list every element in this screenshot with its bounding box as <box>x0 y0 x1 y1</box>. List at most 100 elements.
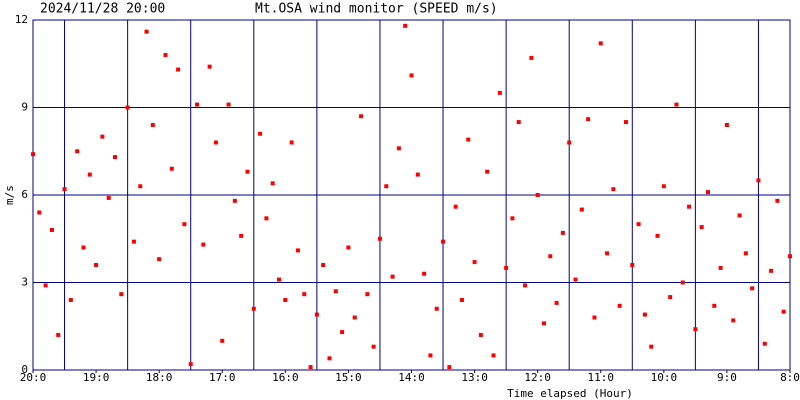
point <box>466 137 471 142</box>
point <box>113 155 118 160</box>
point <box>94 263 99 267</box>
point <box>428 353 433 358</box>
point <box>441 239 446 244</box>
point <box>731 318 736 323</box>
point <box>377 236 382 241</box>
point <box>43 283 48 288</box>
point <box>668 295 673 300</box>
point <box>529 55 534 60</box>
point <box>617 303 622 308</box>
y-tick-label: 9 <box>21 101 28 114</box>
point <box>352 315 357 320</box>
point <box>220 338 225 343</box>
point <box>176 67 181 72</box>
point <box>333 289 338 294</box>
point <box>687 204 692 209</box>
point <box>642 312 647 317</box>
point <box>750 286 755 291</box>
point <box>724 123 729 127</box>
point <box>327 356 332 361</box>
point <box>756 178 761 183</box>
x-tick-label: 8:0 <box>780 371 800 384</box>
point <box>150 123 155 127</box>
point <box>775 198 780 203</box>
x-tick-label: 17:0 <box>209 371 236 384</box>
x-tick-label: 18:0 <box>146 371 173 384</box>
point <box>611 187 616 192</box>
point <box>302 292 307 297</box>
point <box>497 90 502 95</box>
point <box>712 303 717 308</box>
point <box>523 283 528 288</box>
point <box>138 184 143 189</box>
point <box>56 333 61 337</box>
point <box>106 195 111 200</box>
y-tick-label: 12 <box>15 13 28 26</box>
point <box>125 105 130 110</box>
point <box>68 298 73 302</box>
point <box>277 277 282 282</box>
point <box>459 298 464 302</box>
point <box>560 230 565 235</box>
point <box>655 233 660 238</box>
point <box>163 53 168 57</box>
x-tick-label: 16:0 <box>272 371 299 384</box>
point <box>289 140 294 145</box>
point <box>258 131 263 136</box>
point <box>705 190 710 195</box>
point <box>762 341 767 346</box>
point <box>598 41 603 46</box>
y-tick-label: 3 <box>21 276 28 289</box>
point <box>630 263 635 267</box>
point <box>478 333 483 337</box>
point <box>131 239 136 244</box>
y-tick-label: 0 <box>21 363 28 376</box>
point <box>213 140 218 145</box>
point <box>340 330 345 335</box>
point <box>144 29 149 34</box>
point <box>447 365 452 370</box>
point <box>371 344 376 349</box>
point <box>264 216 269 221</box>
x-tick-label: 10:0 <box>651 371 678 384</box>
point <box>718 265 723 270</box>
x-tick-label: 11:0 <box>588 371 615 384</box>
point <box>182 222 187 227</box>
point <box>680 280 685 285</box>
point <box>699 225 704 230</box>
point <box>567 140 572 145</box>
point <box>586 117 591 122</box>
point <box>188 362 193 367</box>
point <box>510 216 515 221</box>
point <box>541 321 546 326</box>
point <box>207 64 212 69</box>
point <box>636 222 641 227</box>
point <box>453 204 458 209</box>
point <box>661 184 666 189</box>
point <box>314 312 319 317</box>
point <box>81 245 86 250</box>
x-tick-label: 13:0 <box>461 371 488 384</box>
y-tick-label: 6 <box>21 188 28 201</box>
point <box>390 274 395 279</box>
point <box>157 257 162 262</box>
point <box>743 251 748 256</box>
x-tick-label: 12:0 <box>524 371 551 384</box>
point <box>295 248 300 253</box>
point <box>781 309 786 314</box>
point <box>270 181 275 186</box>
point <box>226 102 231 107</box>
x-tick-label: 15:0 <box>335 371 362 384</box>
plot-border <box>32 19 791 371</box>
point <box>403 23 408 28</box>
point <box>535 193 540 197</box>
point <box>485 169 490 174</box>
point <box>100 134 105 139</box>
point <box>434 306 439 311</box>
point <box>579 207 584 212</box>
point <box>49 228 54 232</box>
point <box>384 184 389 189</box>
point <box>415 172 420 177</box>
x-tick-label: 9:0 <box>717 371 737 384</box>
